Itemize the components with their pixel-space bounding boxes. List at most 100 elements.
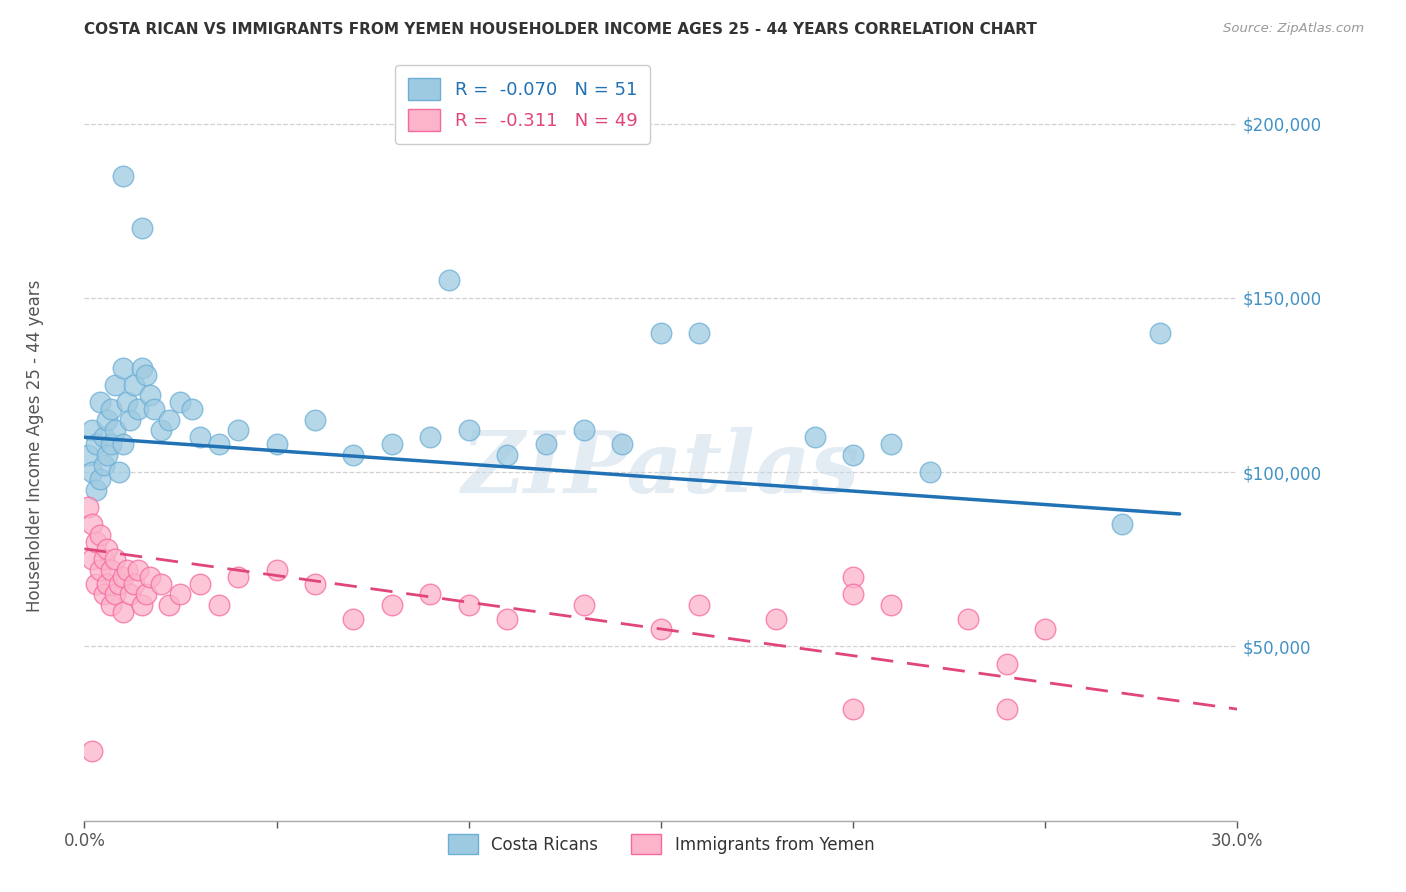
Point	[100, 563, 122, 577]
Point	[572, 423, 595, 437]
Point	[104, 587, 127, 601]
Point	[108, 465, 131, 479]
Point	[266, 437, 288, 451]
Point	[77, 500, 100, 514]
Point	[169, 395, 191, 409]
Point	[111, 360, 134, 375]
Point	[612, 437, 634, 451]
Point	[650, 622, 672, 636]
Point	[80, 423, 103, 437]
Point	[169, 587, 191, 601]
Point	[108, 576, 131, 591]
Point	[84, 534, 107, 549]
Point	[89, 395, 111, 409]
Point	[208, 598, 231, 612]
Point	[688, 326, 710, 340]
Point	[111, 437, 134, 451]
Point	[80, 517, 103, 532]
Point	[650, 326, 672, 340]
Point	[93, 587, 115, 601]
Point	[457, 598, 479, 612]
Point	[124, 576, 146, 591]
Point	[803, 430, 825, 444]
Text: COSTA RICAN VS IMMIGRANTS FROM YEMEN HOUSEHOLDER INCOME AGES 25 - 44 YEARS CORRE: COSTA RICAN VS IMMIGRANTS FROM YEMEN HOU…	[84, 22, 1038, 37]
Point	[84, 576, 107, 591]
Point	[96, 576, 118, 591]
Point	[100, 402, 122, 417]
Point	[80, 552, 103, 566]
Point	[89, 563, 111, 577]
Point	[496, 611, 519, 625]
Point	[127, 402, 149, 417]
Point	[765, 611, 787, 625]
Point	[181, 402, 204, 417]
Text: ZIPatlas: ZIPatlas	[461, 426, 860, 510]
Point	[111, 169, 134, 183]
Point	[381, 598, 404, 612]
Point	[842, 448, 865, 462]
Point	[77, 448, 100, 462]
Point	[131, 221, 153, 235]
Point	[104, 378, 127, 392]
Point	[157, 413, 180, 427]
Point	[84, 483, 107, 497]
Point	[80, 744, 103, 758]
Point	[188, 576, 211, 591]
Point	[80, 465, 103, 479]
Point	[89, 528, 111, 542]
Point	[995, 702, 1018, 716]
Point	[1033, 622, 1056, 636]
Point	[115, 395, 138, 409]
Point	[104, 423, 127, 437]
Point	[957, 611, 980, 625]
Point	[842, 702, 865, 716]
Text: Source: ZipAtlas.com: Source: ZipAtlas.com	[1223, 22, 1364, 36]
Point	[111, 570, 134, 584]
Point	[150, 423, 173, 437]
Point	[150, 576, 173, 591]
Point	[304, 413, 326, 427]
Point	[100, 437, 122, 451]
Point	[419, 430, 441, 444]
Point	[135, 587, 157, 601]
Point	[104, 552, 127, 566]
Point	[96, 448, 118, 462]
Point	[120, 413, 142, 427]
Legend: Costa Ricans, Immigrants from Yemen: Costa Ricans, Immigrants from Yemen	[441, 828, 880, 861]
Point	[572, 598, 595, 612]
Point	[93, 458, 115, 472]
Text: Householder Income Ages 25 - 44 years: Householder Income Ages 25 - 44 years	[27, 280, 44, 612]
Point	[995, 657, 1018, 671]
Point	[226, 570, 249, 584]
Point	[842, 587, 865, 601]
Point	[496, 448, 519, 462]
Point	[89, 472, 111, 486]
Point	[138, 388, 160, 402]
Point	[138, 570, 160, 584]
Point	[342, 448, 364, 462]
Point	[93, 430, 115, 444]
Point	[419, 587, 441, 601]
Point	[439, 273, 461, 287]
Point	[688, 598, 710, 612]
Point	[131, 360, 153, 375]
Point	[208, 437, 231, 451]
Point	[534, 437, 557, 451]
Point	[115, 563, 138, 577]
Point	[304, 576, 326, 591]
Point	[124, 378, 146, 392]
Point	[1111, 517, 1133, 532]
Point	[842, 570, 865, 584]
Point	[96, 413, 118, 427]
Point	[142, 402, 165, 417]
Point	[918, 465, 941, 479]
Point	[157, 598, 180, 612]
Point	[96, 541, 118, 556]
Point	[188, 430, 211, 444]
Point	[111, 605, 134, 619]
Point	[100, 598, 122, 612]
Point	[880, 598, 903, 612]
Point	[84, 437, 107, 451]
Point	[1149, 326, 1171, 340]
Point	[120, 587, 142, 601]
